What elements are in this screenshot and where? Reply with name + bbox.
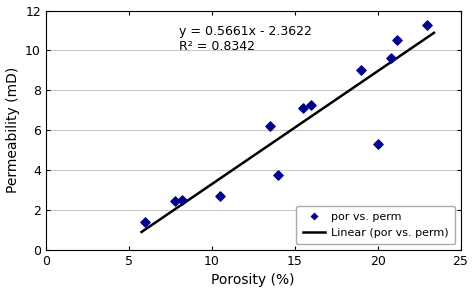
por vs. perm <box>357 68 365 73</box>
Legend: por vs. perm, Linear (por vs. perm): por vs. perm, Linear (por vs. perm) <box>296 206 455 244</box>
Line: Linear (por vs. perm): Linear (por vs. perm) <box>142 33 434 232</box>
Y-axis label: Permeability (mD): Permeability (mD) <box>6 67 19 193</box>
Linear (por vs. perm) <box>385 62 391 66</box>
Linear (por vs. perm) <box>312 112 318 116</box>
Linear (por vs. perm) <box>431 31 437 35</box>
por vs. perm <box>178 198 186 202</box>
por vs. perm <box>172 199 179 203</box>
por vs. perm <box>299 106 307 111</box>
Linear (por vs. perm) <box>404 50 410 53</box>
por vs. perm <box>308 103 315 108</box>
por vs. perm <box>374 142 382 146</box>
por vs. perm <box>424 22 431 27</box>
por vs. perm <box>387 56 395 61</box>
Text: R² = 0.8342: R² = 0.8342 <box>179 40 255 54</box>
por vs. perm <box>142 220 149 224</box>
Linear (por vs. perm) <box>139 230 145 234</box>
por vs. perm <box>216 194 224 198</box>
por vs. perm <box>266 124 273 129</box>
Linear (por vs. perm) <box>313 112 319 115</box>
por vs. perm <box>394 38 401 43</box>
X-axis label: Porosity (%): Porosity (%) <box>211 273 295 287</box>
Linear (por vs. perm) <box>318 108 323 112</box>
Linear (por vs. perm) <box>140 229 146 233</box>
por vs. perm <box>274 173 282 178</box>
Text: y = 0.5661x - 2.3622: y = 0.5661x - 2.3622 <box>179 25 311 38</box>
